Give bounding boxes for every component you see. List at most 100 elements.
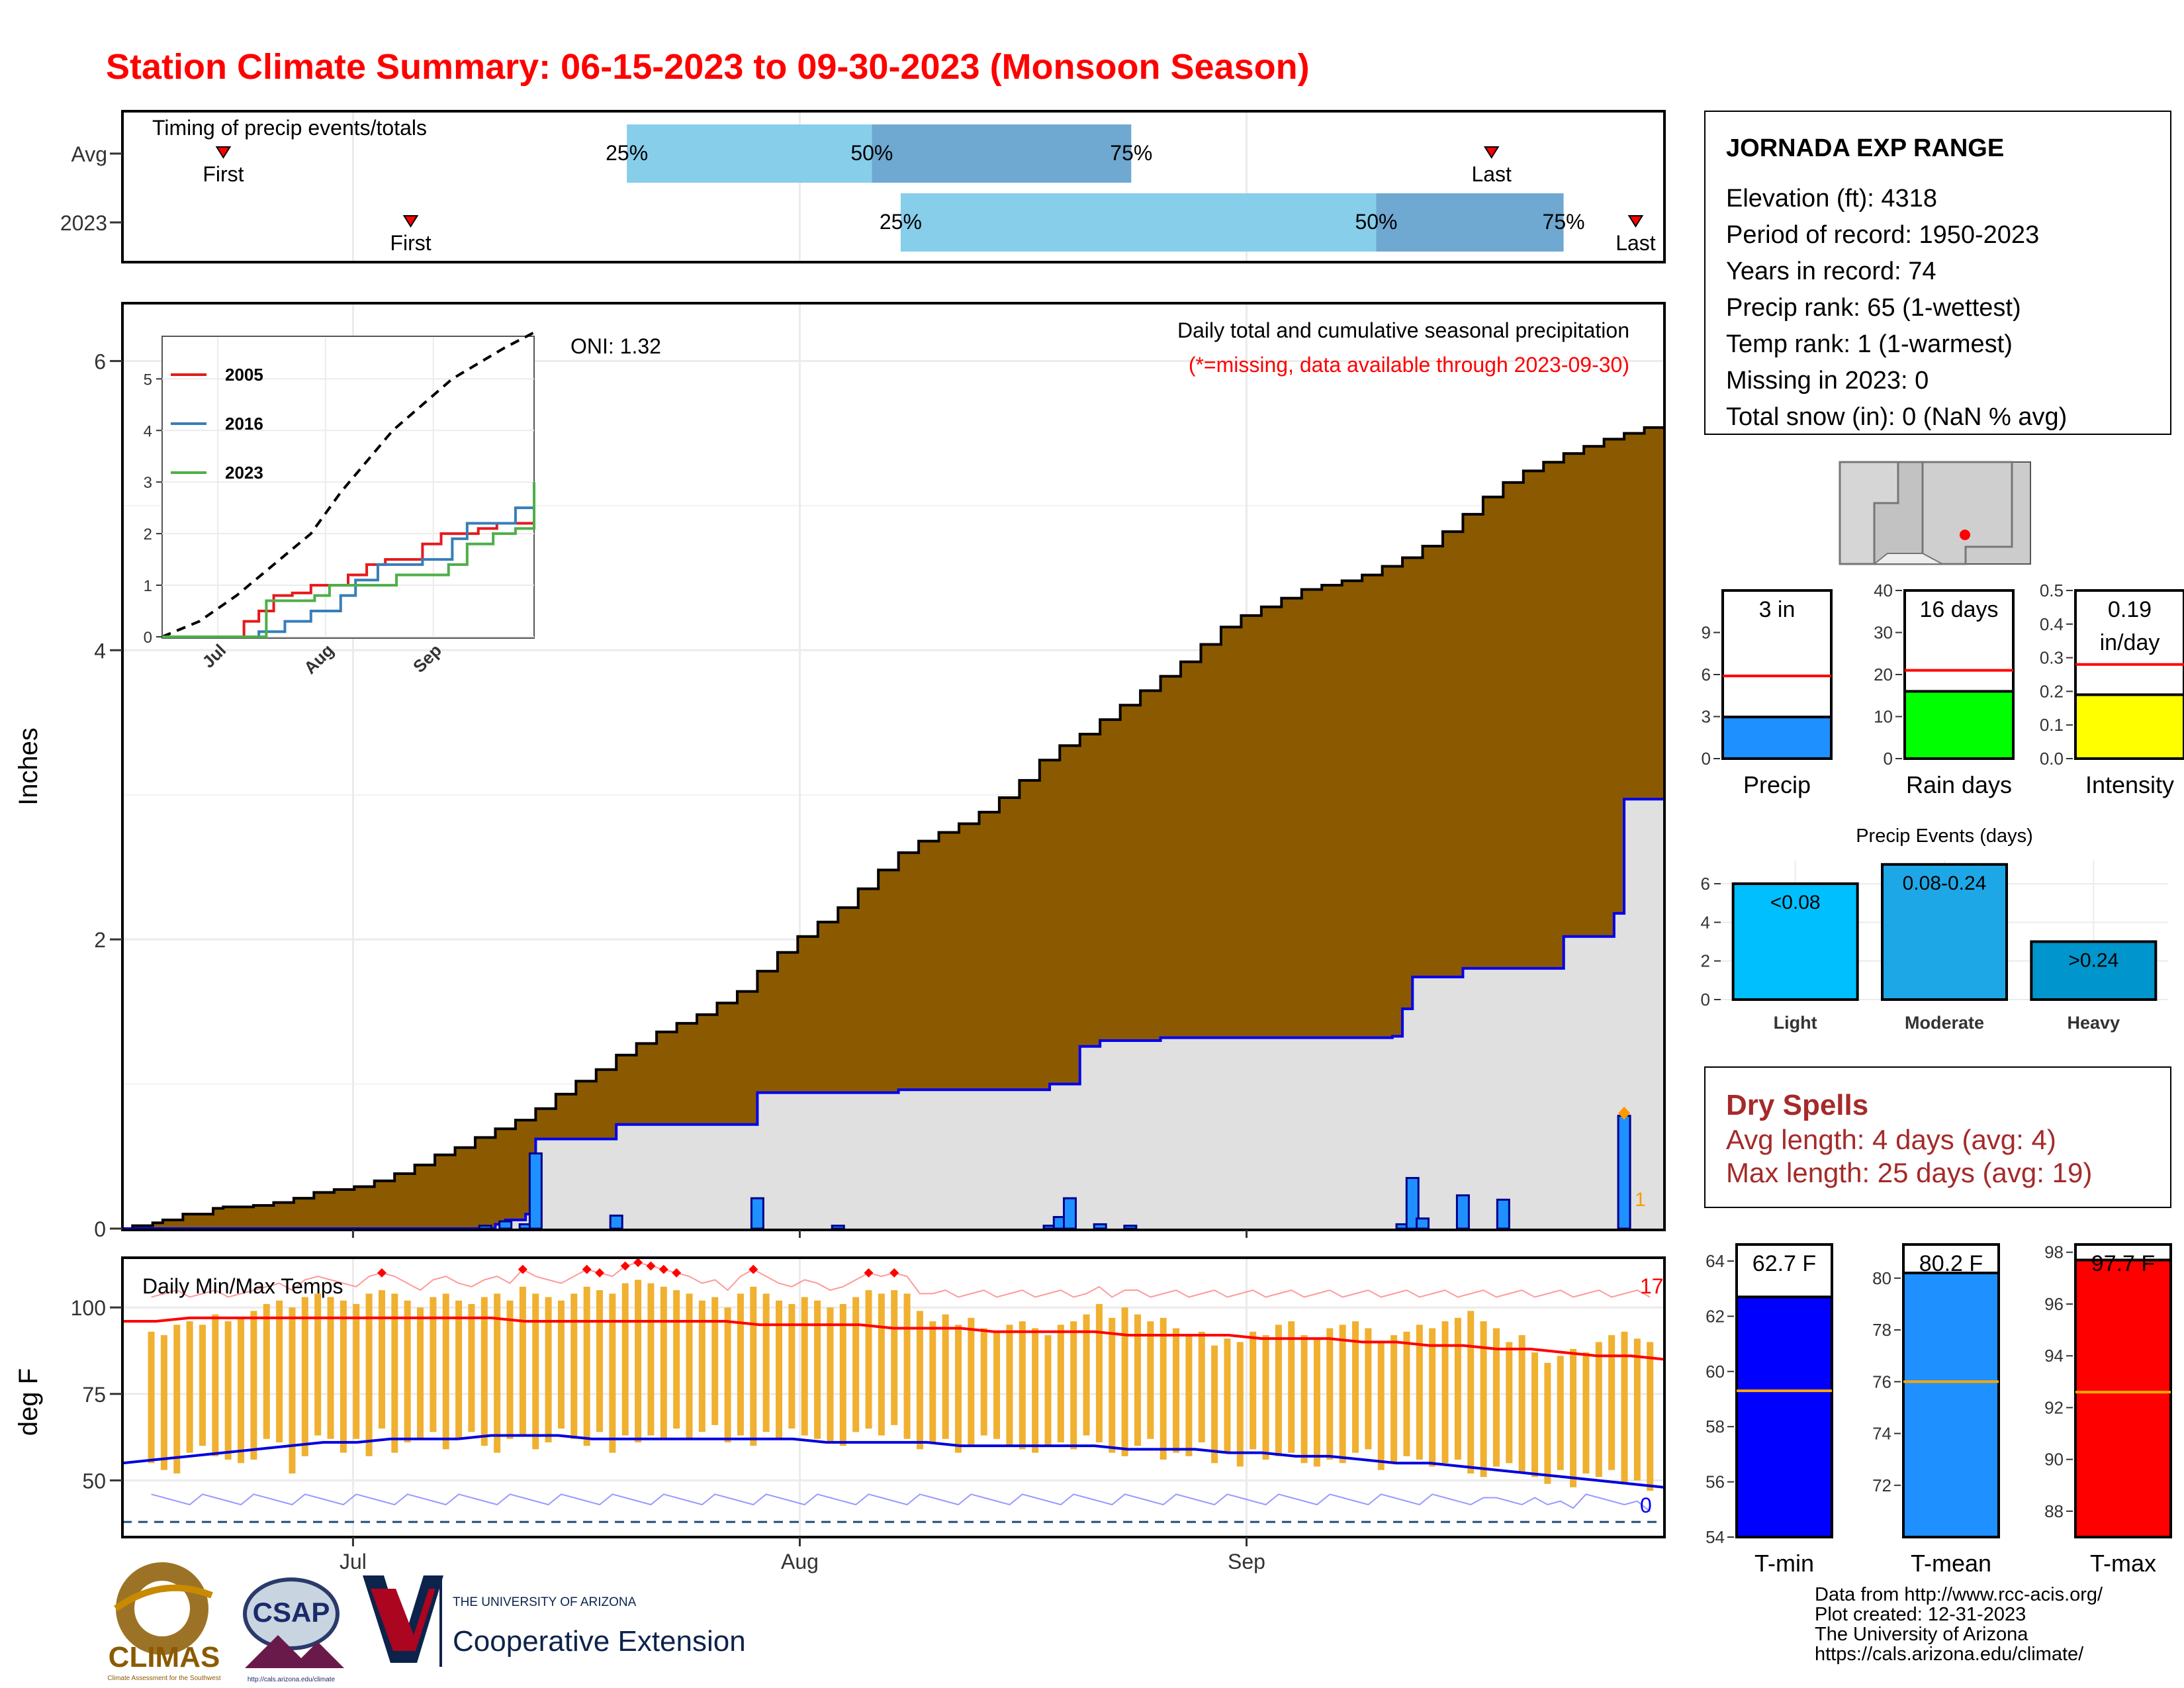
dry-spells-box: Dry Spells Avg length: 4 days (avg: 4) M… bbox=[1704, 1066, 2171, 1208]
daily-temp-bar bbox=[186, 1321, 193, 1453]
quartile-bar-dark bbox=[872, 124, 1132, 183]
daily-temp-bar bbox=[621, 1283, 629, 1436]
daily-temp-bar bbox=[660, 1286, 667, 1439]
timing-panel: Avg 25% 50% 75% First Last 2023 25% 50% 75% First L… bbox=[60, 110, 1666, 263]
daily-precip-bar bbox=[750, 1197, 764, 1230]
daily-precip-bar bbox=[498, 1220, 513, 1230]
gauge-value-bar bbox=[1902, 1272, 2000, 1538]
daily-temp-bar bbox=[327, 1297, 334, 1439]
daily-temp-bar bbox=[468, 1303, 475, 1432]
locator-map bbox=[1839, 461, 2031, 565]
daily-temp-bar bbox=[686, 1293, 693, 1439]
q75-label: 75% bbox=[1110, 141, 1152, 165]
event-bar-moderate bbox=[1881, 863, 2008, 1002]
max-count-label: 17 bbox=[1640, 1274, 1664, 1298]
inset-ytick-label: 1 bbox=[144, 577, 152, 595]
csap-url: http://cals.arizona.edu/climate bbox=[248, 1676, 336, 1683]
inset-ytick-label: 3 bbox=[144, 474, 152, 492]
daily-temp-bar bbox=[968, 1317, 975, 1446]
gauge-label: T-mean bbox=[1911, 1550, 1991, 1577]
first-label: First bbox=[203, 162, 244, 186]
record-high-marker bbox=[633, 1258, 643, 1268]
gauge-ytick-label: 9 bbox=[1702, 623, 1711, 643]
last-label: Last bbox=[1615, 231, 1656, 255]
daily-temp-bar bbox=[1006, 1325, 1013, 1446]
daily-temp-bar bbox=[1390, 1335, 1398, 1464]
daily-temp-bar bbox=[1224, 1338, 1231, 1453]
daily-temp-bar bbox=[1377, 1342, 1385, 1470]
gauge-value-bar bbox=[2074, 693, 2184, 760]
daily-temp-bar bbox=[929, 1321, 936, 1442]
event-category-label: Light bbox=[1774, 1013, 1817, 1033]
daily-temp-bar bbox=[430, 1297, 437, 1432]
month-tick-label: Sep bbox=[1228, 1550, 1265, 1573]
daily-temp-bar bbox=[1326, 1328, 1334, 1460]
gauge-ytick-label: 20 bbox=[1874, 665, 1893, 684]
daily-precip-bar bbox=[1617, 1115, 1631, 1230]
daily-temp-bar bbox=[391, 1293, 398, 1453]
gauge-ytick-label: 98 bbox=[2044, 1243, 2064, 1262]
daily-temp-bar bbox=[865, 1290, 872, 1429]
daily-precip-bar bbox=[478, 1225, 492, 1230]
record-high-marker bbox=[889, 1268, 899, 1278]
csap-wordmark: CSAP bbox=[253, 1597, 330, 1628]
daily-temp-bar bbox=[1134, 1314, 1141, 1446]
gauge-ytick-label: 78 bbox=[1872, 1320, 1891, 1340]
daily-temp-bar bbox=[1250, 1331, 1257, 1450]
gauge-ytick-label: 0 bbox=[1702, 749, 1711, 769]
q25-label: 25% bbox=[606, 141, 648, 165]
inset-ytick-label: 4 bbox=[144, 422, 152, 440]
daily-precip-bar bbox=[1093, 1223, 1107, 1230]
footer-credits: Data from http://www.rcc-acis.org/ Plot … bbox=[1815, 1584, 2103, 1665]
inset-legend-label: 2005 bbox=[225, 365, 263, 385]
page-title: Station Climate Summary: 06-15-2023 to 0… bbox=[106, 47, 1310, 87]
daily-temp-bar bbox=[1198, 1331, 1205, 1442]
gauge-ytick-label: 3 bbox=[1702, 707, 1711, 727]
last-marker bbox=[1483, 146, 1500, 159]
daily-temp-bar bbox=[532, 1293, 539, 1450]
daily-temp-bar bbox=[1095, 1303, 1103, 1442]
inset-series-2023 bbox=[162, 482, 535, 638]
gauge-ytick-label: 30 bbox=[1874, 623, 1893, 643]
q75-label: 75% bbox=[1543, 210, 1585, 234]
dry-spells-max: Max length: 25 days (avg: 19) bbox=[1726, 1157, 2092, 1188]
missing-count-label: 1 bbox=[1635, 1189, 1646, 1211]
daily-precip-bar bbox=[1416, 1217, 1430, 1230]
gauge-ytick-label: 92 bbox=[2044, 1397, 2064, 1417]
gauge-ytick-label: 96 bbox=[2044, 1294, 2064, 1314]
precip-events-chart: Precip Events (days) 0 2 4 6 <0.08 Light 0.08-… bbox=[1701, 825, 2168, 1033]
daily-temp-bar bbox=[1633, 1338, 1641, 1481]
daily-precip-bar bbox=[1455, 1194, 1470, 1230]
daily-temp-bar bbox=[698, 1300, 705, 1432]
precip-ytick-label: 6 bbox=[94, 350, 106, 373]
gauge-ytick-label: 88 bbox=[2044, 1501, 2064, 1521]
daily-temp-bar bbox=[570, 1293, 578, 1439]
daily-temp-bar bbox=[737, 1293, 744, 1436]
daily-temp-bar bbox=[1313, 1338, 1320, 1467]
gauge-ytick-label: 6 bbox=[1702, 665, 1711, 684]
daily-temp-bar bbox=[903, 1293, 911, 1439]
gauge-ytick-label: 76 bbox=[1872, 1372, 1891, 1391]
inset-legend-label: 2023 bbox=[225, 463, 263, 483]
gauge-value-label-2: in/day bbox=[2100, 630, 2160, 655]
station-info-line: Period of record: 1950-2023 bbox=[1726, 221, 2039, 249]
q50-label: 50% bbox=[1355, 210, 1397, 234]
record-high-marker bbox=[595, 1268, 605, 1278]
daily-temp-bar bbox=[1147, 1321, 1154, 1439]
daily-temp-bar bbox=[1506, 1342, 1513, 1464]
daily-temp-bar bbox=[224, 1321, 232, 1460]
daily-temp-bar bbox=[609, 1293, 616, 1453]
daily-precip-bar bbox=[831, 1225, 845, 1230]
footer-line-1: Data from http://www.rcc-acis.org/ bbox=[1815, 1584, 2103, 1605]
quartile-bar-dark bbox=[1376, 193, 1564, 252]
temp-ytick-label: 50 bbox=[82, 1469, 106, 1493]
footer-line-2: Plot created: 12-31-2023 bbox=[1815, 1604, 2026, 1625]
record-max-line bbox=[151, 1262, 1651, 1298]
inset-series-2016 bbox=[162, 482, 535, 638]
first-marker bbox=[402, 215, 419, 228]
timing-row-label: Avg bbox=[71, 142, 107, 166]
temp-title: Daily Min/Max Temps bbox=[142, 1274, 343, 1298]
daily-temp-bar bbox=[545, 1297, 552, 1442]
daily-temp-bar bbox=[1403, 1331, 1410, 1456]
